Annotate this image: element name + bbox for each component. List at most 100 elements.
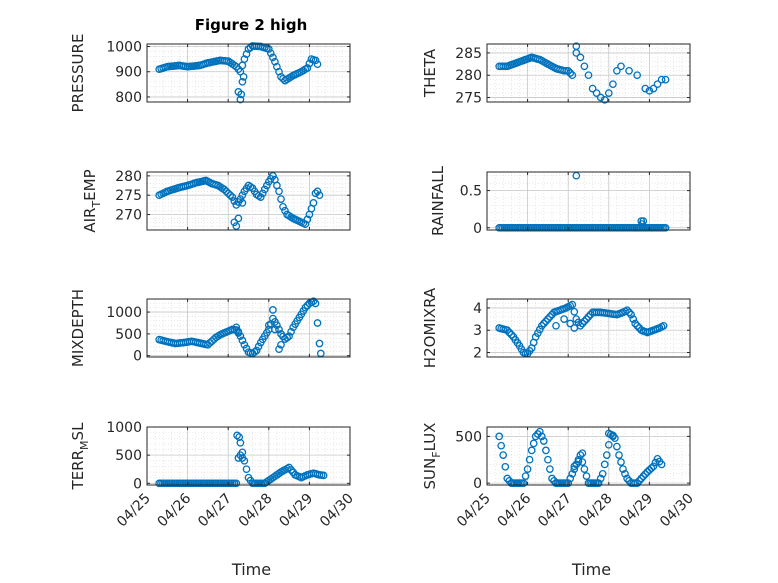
data-point bbox=[594, 479, 603, 487]
data-point bbox=[224, 189, 233, 198]
data-point bbox=[230, 218, 239, 227]
data-point bbox=[242, 465, 251, 474]
data-point bbox=[303, 215, 312, 224]
data-point bbox=[537, 432, 546, 441]
data-point bbox=[580, 62, 589, 71]
data-point bbox=[266, 49, 275, 58]
data-point bbox=[649, 84, 658, 93]
data-point bbox=[275, 325, 283, 334]
data-point bbox=[633, 479, 642, 487]
y-tick-label: 500 bbox=[455, 429, 482, 445]
data-point bbox=[572, 49, 581, 57]
data-point bbox=[661, 223, 670, 232]
data-point bbox=[546, 312, 554, 321]
data-series-theta bbox=[495, 42, 670, 104]
data-point bbox=[236, 438, 245, 447]
axes-background bbox=[147, 299, 350, 357]
data-point bbox=[584, 312, 593, 321]
data-point bbox=[285, 332, 293, 340]
data-point bbox=[631, 319, 640, 328]
subplot-mixdepth: 0 500 1000 MIXDEPTH bbox=[69, 289, 351, 367]
y-tick-label: 500 bbox=[115, 327, 142, 343]
data-point bbox=[313, 187, 322, 196]
data-point bbox=[250, 348, 259, 356]
data-point bbox=[497, 441, 506, 450]
y-tick-label: 500 bbox=[115, 448, 142, 464]
data-point bbox=[242, 344, 251, 353]
data-point bbox=[613, 442, 621, 451]
data-series-air-temp bbox=[155, 172, 324, 230]
data-point bbox=[495, 432, 504, 441]
data-point bbox=[596, 474, 605, 483]
axes-box bbox=[486, 298, 691, 358]
y-tick-label: 4 bbox=[473, 301, 482, 317]
y-axis-label: PRESSURE bbox=[69, 34, 87, 113]
data-point bbox=[568, 300, 577, 309]
data-point bbox=[544, 455, 552, 464]
data-point bbox=[638, 220, 646, 228]
data-point bbox=[301, 303, 310, 312]
data-point bbox=[604, 429, 613, 438]
data-point bbox=[232, 479, 241, 488]
data-point bbox=[237, 90, 246, 99]
data-point bbox=[570, 324, 579, 332]
data-point bbox=[552, 321, 560, 330]
data-point bbox=[303, 64, 312, 72]
axes-background bbox=[147, 172, 350, 230]
x-axis-label: Time bbox=[231, 560, 271, 579]
data-point bbox=[578, 449, 587, 458]
data-point bbox=[315, 339, 324, 348]
data-series-mixdepth bbox=[155, 297, 325, 358]
data-point bbox=[233, 431, 241, 440]
data-point bbox=[623, 306, 631, 315]
data-point bbox=[570, 462, 579, 471]
data-point bbox=[234, 214, 243, 223]
data-point bbox=[519, 479, 528, 487]
data-point bbox=[564, 66, 573, 75]
y-axis-label: THETA bbox=[421, 48, 439, 98]
data-point bbox=[260, 185, 269, 194]
data-point bbox=[627, 310, 635, 319]
data-point bbox=[574, 457, 583, 466]
data-series-pressure bbox=[155, 42, 322, 104]
data-point bbox=[623, 474, 631, 483]
data-point bbox=[262, 181, 271, 190]
data-point bbox=[633, 71, 642, 80]
data-point bbox=[529, 439, 538, 448]
axes-box bbox=[486, 171, 691, 231]
data-point bbox=[659, 321, 668, 330]
y-axis-label: SUNFLUX bbox=[421, 423, 443, 490]
axes-box bbox=[146, 171, 351, 231]
data-point bbox=[527, 446, 536, 455]
y-tick-label: 1000 bbox=[106, 40, 142, 56]
data-point bbox=[592, 89, 601, 97]
data-point bbox=[499, 451, 508, 459]
y-tick-label: 280 bbox=[455, 68, 482, 84]
subplot-theta: 275 280 285 THETA bbox=[421, 42, 691, 107]
data-point bbox=[653, 80, 662, 89]
data-point bbox=[311, 299, 320, 308]
data-point bbox=[271, 325, 279, 334]
axes-box bbox=[146, 43, 351, 103]
data-point bbox=[301, 220, 310, 229]
data-point bbox=[271, 57, 279, 66]
y-tick-label: 285 bbox=[455, 46, 482, 62]
y-tick-label: 0 bbox=[473, 476, 482, 492]
data-point bbox=[313, 319, 322, 327]
data-point bbox=[234, 327, 243, 336]
y-tick-label: 0 bbox=[133, 349, 142, 365]
y-tick-label: 0 bbox=[133, 476, 142, 492]
x-axis-label: Time bbox=[571, 560, 611, 579]
y-tick-label: 275 bbox=[115, 188, 142, 204]
data-point bbox=[617, 458, 625, 466]
data-point bbox=[533, 430, 542, 438]
data-point bbox=[576, 53, 585, 62]
axes-background bbox=[487, 172, 690, 230]
data-point bbox=[523, 465, 532, 473]
data-point bbox=[240, 456, 249, 465]
data-point bbox=[539, 437, 548, 445]
subplot-pressure: 800 900 1000 PRESSURE bbox=[69, 34, 351, 113]
data-point bbox=[566, 474, 575, 483]
data-point bbox=[657, 460, 666, 469]
data-point bbox=[633, 321, 642, 330]
